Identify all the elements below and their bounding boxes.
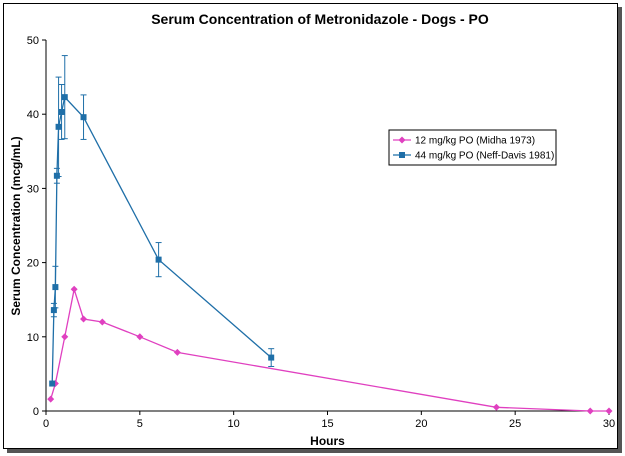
y-tick-label: 0 xyxy=(33,406,39,418)
x-tick-label: 10 xyxy=(228,418,240,430)
data-point xyxy=(61,94,68,101)
data-point xyxy=(155,256,162,263)
data-point xyxy=(80,315,88,323)
series-0 xyxy=(47,285,613,415)
series-layer xyxy=(47,55,613,415)
y-tick-label: 20 xyxy=(27,258,39,270)
data-point xyxy=(492,403,500,411)
data-point xyxy=(50,307,57,314)
data-point xyxy=(268,354,275,361)
x-tick-label: 25 xyxy=(509,418,521,430)
series-1 xyxy=(49,55,275,387)
y-tick-label: 40 xyxy=(27,109,39,121)
legend-box xyxy=(388,129,557,166)
legend-label: 44 mg/kg PO (Neff-Davis 1981) xyxy=(415,151,554,162)
data-point xyxy=(49,380,56,387)
x-tick-label: 30 xyxy=(603,418,615,430)
data-point xyxy=(52,284,59,291)
series-line xyxy=(50,289,609,412)
legend-marker xyxy=(398,136,406,144)
data-point xyxy=(53,172,60,179)
x-tick-label: 15 xyxy=(321,418,333,430)
axes: 0 5 10 15 20 25 30 0 10 20 30 40 50 xyxy=(27,35,615,430)
legend-label: 12 mg/kg PO (Midha 1973) xyxy=(415,136,535,147)
data-point xyxy=(98,318,106,326)
chart-title: Serum Concentration of Metronidazole - D… xyxy=(151,11,489,27)
data-point xyxy=(58,108,65,115)
legend-marker xyxy=(399,152,405,158)
series-line xyxy=(51,95,272,384)
data-point xyxy=(586,407,594,415)
data-point xyxy=(136,333,144,341)
data-point xyxy=(61,333,69,341)
x-axis-label: Hours xyxy=(310,434,345,448)
x-tick-label: 20 xyxy=(415,418,427,430)
y-axis-label: Serum Concentration (mcg/mL) xyxy=(9,136,23,315)
y-tick-label: 30 xyxy=(27,183,39,195)
data-point xyxy=(70,285,78,293)
x-tick-label: 0 xyxy=(43,418,49,430)
data-point xyxy=(605,407,613,415)
data-point xyxy=(47,395,55,403)
y-tick-label: 10 xyxy=(27,332,39,344)
legend: 12 mg/kg PO (Midha 1973) 44 mg/kg PO (Nef… xyxy=(388,129,557,166)
data-point xyxy=(173,348,181,356)
x-tick-label: 5 xyxy=(137,418,143,430)
data-point xyxy=(55,123,62,130)
data-point xyxy=(80,114,87,121)
y-tick-label: 50 xyxy=(27,35,39,47)
